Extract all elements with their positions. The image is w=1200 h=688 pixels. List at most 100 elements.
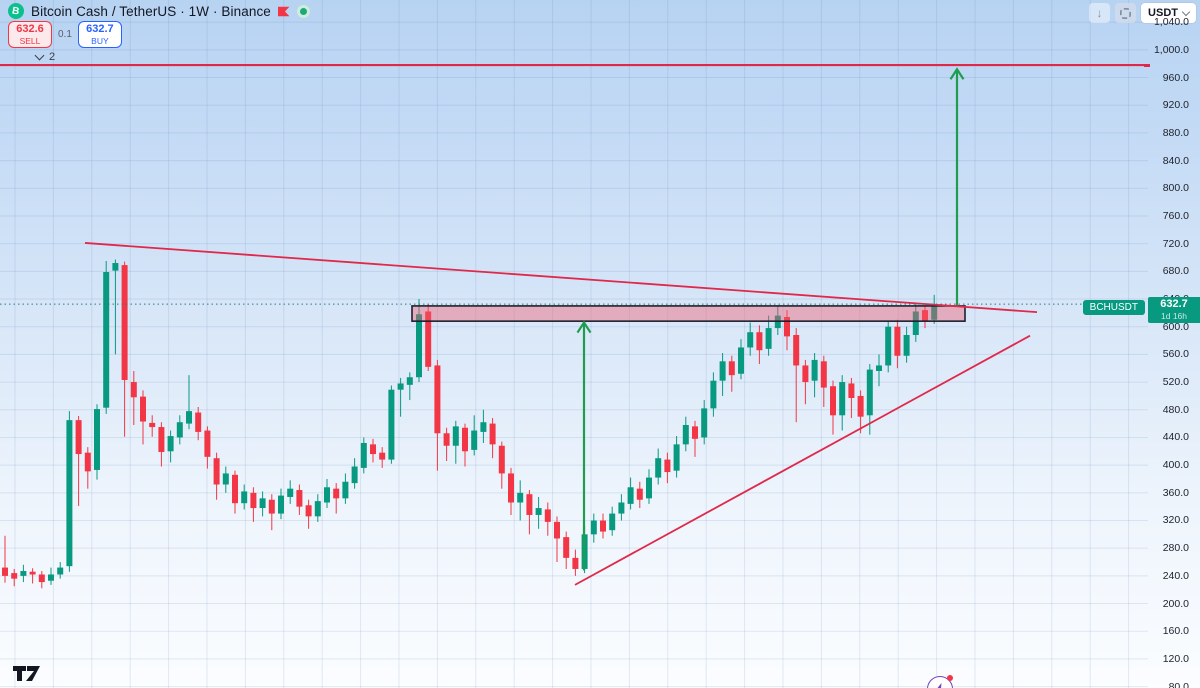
candle xyxy=(434,365,441,434)
candle xyxy=(830,386,836,416)
candle xyxy=(462,427,468,452)
bar-countdown: 1d 16h xyxy=(1161,311,1187,322)
candle xyxy=(278,495,284,514)
price-tick: 120.0 xyxy=(1162,652,1189,665)
candle xyxy=(121,265,128,380)
download-button[interactable]: ↓ xyxy=(1089,3,1111,23)
candle xyxy=(241,491,248,504)
descending-trendline[interactable] xyxy=(84,242,1038,314)
candle xyxy=(839,382,846,416)
candle xyxy=(130,382,137,398)
sell-button[interactable]: 632.6 SELL xyxy=(8,21,52,48)
collapsed-count: 2 xyxy=(49,51,56,63)
up-arrow[interactable] xyxy=(949,67,965,306)
candle xyxy=(784,317,790,337)
last-price-value: 632.7 xyxy=(1160,298,1188,311)
candle xyxy=(646,477,652,499)
price-tick: 560.0 xyxy=(1162,348,1189,361)
candle xyxy=(931,304,938,320)
flag-icon[interactable] xyxy=(277,6,290,17)
up-arrow[interactable] xyxy=(576,320,592,571)
candle xyxy=(526,494,533,515)
buy-button[interactable]: 632.7 BUY xyxy=(77,21,122,48)
candle xyxy=(379,452,386,460)
candle xyxy=(673,444,680,471)
candle xyxy=(176,422,183,438)
candle xyxy=(710,380,717,409)
symbol-title[interactable]: Bitcoin Cash / TetherUS · 1W · Binance xyxy=(31,3,271,19)
candle xyxy=(94,409,100,470)
grid-layer xyxy=(0,0,1148,688)
candle xyxy=(66,420,73,567)
candle xyxy=(406,377,413,385)
candle xyxy=(360,442,367,468)
price-tick: 160.0 xyxy=(1162,625,1189,638)
price-tick: 400.0 xyxy=(1162,459,1189,472)
order-panel: 632.6 SELL 0.1 632.7 BUY xyxy=(8,21,122,48)
candle xyxy=(618,502,625,514)
candle xyxy=(876,365,882,371)
candle xyxy=(517,492,524,503)
screenshot-button[interactable] xyxy=(1115,3,1137,23)
candle xyxy=(416,314,422,378)
candle xyxy=(84,452,91,472)
ascending-trendline[interactable] xyxy=(574,334,1031,586)
candle xyxy=(489,423,496,445)
price-tick: 1,040.0 xyxy=(1153,16,1189,29)
candle xyxy=(195,412,202,432)
candles-layer xyxy=(2,259,938,589)
price-tick: 960.0 xyxy=(1162,71,1189,84)
candle xyxy=(820,361,827,388)
candle xyxy=(222,473,229,485)
candle xyxy=(204,430,211,457)
candle xyxy=(213,458,220,485)
candle xyxy=(572,557,579,569)
screenshot-icon xyxy=(1120,7,1131,19)
candle xyxy=(443,433,450,446)
candle xyxy=(140,396,146,422)
candle xyxy=(342,481,349,499)
candle xyxy=(452,426,459,446)
collapsed-drawings-toggle[interactable]: 2 xyxy=(34,50,56,63)
price-tick: 840.0 xyxy=(1162,154,1189,167)
price-tick: 1,000.0 xyxy=(1153,43,1189,56)
candle xyxy=(287,488,294,497)
candle xyxy=(324,487,330,503)
price-tick: 240.0 xyxy=(1162,569,1189,582)
candle xyxy=(802,365,809,383)
candle xyxy=(912,311,919,336)
candle xyxy=(903,335,910,356)
price-tick: 320.0 xyxy=(1162,514,1189,527)
candle xyxy=(2,567,8,576)
candle xyxy=(636,488,643,500)
candle xyxy=(498,445,505,474)
candle xyxy=(765,328,772,349)
currency-dropdown[interactable]: USDT xyxy=(1141,3,1196,23)
topbar-controls: ↓ USDT xyxy=(1089,3,1196,23)
lightning-icon xyxy=(936,682,945,688)
spread-value: 0.1 xyxy=(58,29,72,40)
candle xyxy=(535,508,542,515)
symbol-price-pill: BCHUSDT xyxy=(1082,300,1145,316)
candle xyxy=(250,492,257,509)
candle xyxy=(664,459,671,473)
candle xyxy=(894,326,901,356)
candle xyxy=(627,487,634,504)
candle xyxy=(480,422,487,432)
candle xyxy=(149,422,156,428)
price-scale[interactable]: 1,040.0 1,000.0 960.0 920.0 880.0 840.0 800.0 7… xyxy=(1144,0,1200,688)
candle xyxy=(232,474,238,504)
candle xyxy=(738,347,744,374)
currency-label: USDT xyxy=(1148,7,1178,19)
candle xyxy=(728,361,735,376)
candle xyxy=(20,571,27,576)
tradingview-logo[interactable] xyxy=(12,665,42,687)
candle xyxy=(857,395,864,417)
candle xyxy=(600,520,606,532)
resistance-zone[interactable] xyxy=(411,305,966,322)
candle xyxy=(655,458,662,478)
candle xyxy=(692,426,698,439)
candle xyxy=(508,473,514,503)
candle xyxy=(351,466,358,484)
